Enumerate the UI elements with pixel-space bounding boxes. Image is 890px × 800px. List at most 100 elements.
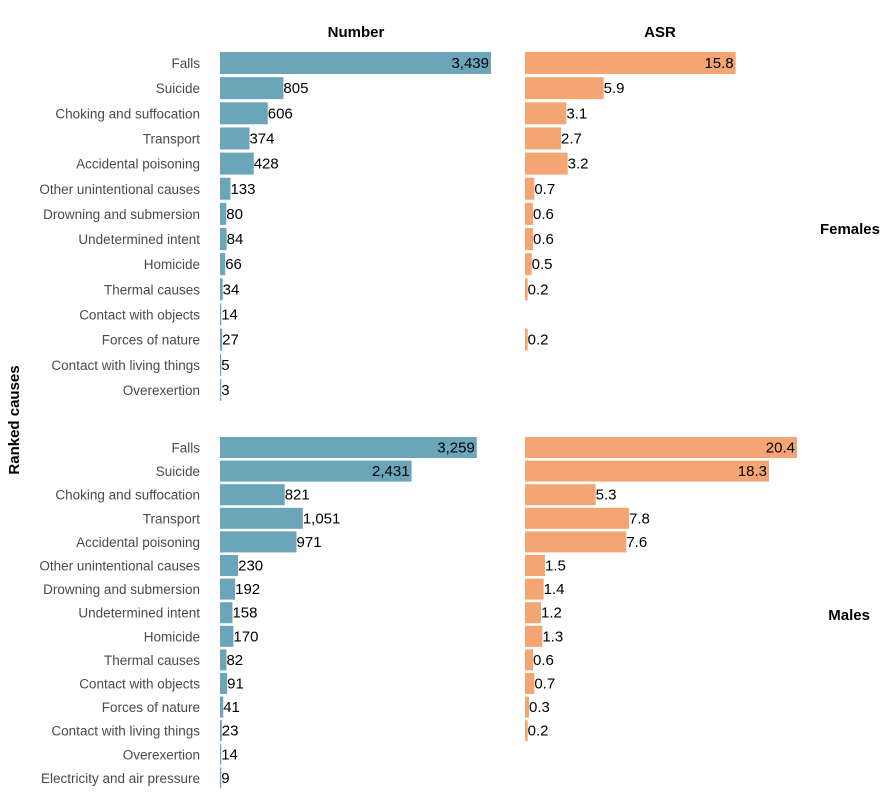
asr-bar-females-other-unintentional-causes — [525, 177, 535, 200]
asr-bar-males-contact-with-objects — [525, 673, 535, 694]
category-label-males-suicide: Suicide — [156, 464, 200, 479]
number-label-females-forces-of-nature: 27 — [222, 332, 239, 349]
asr-bar-males-suicide — [525, 460, 769, 482]
number-label-males-overexertion: 14 — [221, 746, 238, 763]
asr-bar-males-choking-and-suffocation — [525, 484, 596, 506]
number-bar-males-homicide — [220, 625, 234, 647]
category-label-females-other-unintentional-causes: Other unintentional causes — [39, 182, 200, 197]
asr-bar-males-undetermined-intent — [525, 602, 541, 624]
category-label-males-forces-of-nature: Forces of nature — [102, 700, 200, 715]
asr-bar-males-transport — [525, 507, 629, 529]
number-label-females-thermal-causes: 34 — [223, 281, 240, 298]
number-bar-females-contact-with-objects — [220, 303, 222, 326]
facet-label-females: Females — [820, 221, 880, 238]
asr-label-males-thermal-causes: 0.6 — [533, 652, 554, 669]
category-label-males-contact-with-living-things: Contact with living things — [51, 724, 200, 739]
category-label-males-other-unintentional-causes: Other unintentional causes — [39, 559, 200, 574]
asr-label-females-homicide: 0.5 — [532, 256, 553, 273]
category-label-males-accidental-poisoning: Accidental poisoning — [76, 535, 200, 550]
number-label-males-falls: 3,259 — [437, 440, 475, 457]
asr-label-females-suicide: 5.9 — [604, 80, 625, 97]
asr-label-males-suicide: 18.3 — [738, 463, 767, 480]
y-axis-label: Ranked causes — [6, 365, 23, 474]
asr-label-females-choking-and-suffocation: 3.1 — [566, 105, 587, 122]
asr-label-males-homicide: 1.3 — [542, 628, 563, 645]
number-bar-males-contact-with-objects — [220, 673, 228, 694]
number-bar-females-homicide — [220, 253, 226, 276]
category-label-males-thermal-causes: Thermal causes — [104, 653, 200, 668]
asr-label-males-undetermined-intent: 1.2 — [541, 605, 562, 622]
category-label-males-choking-and-suffocation: Choking and suffocation — [55, 488, 200, 503]
category-label-males-overexertion: Overexertion — [123, 747, 200, 762]
number-bar-males-overexertion — [220, 743, 222, 765]
category-label-females-homicide: Homicide — [144, 257, 200, 272]
number-label-females-undetermined-intent: 84 — [227, 231, 244, 248]
asr-label-males-falls: 20.4 — [766, 440, 795, 457]
asr-bar-females-transport — [525, 127, 561, 150]
asr-bar-females-falls — [525, 52, 736, 74]
number-bar-males-other-unintentional-causes — [220, 555, 239, 576]
category-label-males-falls: Falls — [171, 441, 200, 456]
category-label-females-suicide: Suicide — [156, 81, 200, 96]
number-label-females-falls: 3,439 — [451, 55, 489, 72]
number-label-males-thermal-causes: 82 — [226, 652, 243, 669]
asr-bar-females-thermal-causes — [525, 278, 528, 301]
number-bar-females-contact-with-living-things — [220, 353, 222, 376]
number-label-females-transport: 374 — [249, 130, 274, 147]
category-label-females-choking-and-suffocation: Choking and suffocation — [55, 106, 200, 121]
number-bar-females-drowning-and-submersion — [220, 202, 227, 225]
asr-bar-females-accidental-poisoning — [525, 152, 568, 175]
asr-bar-males-falls — [525, 437, 797, 458]
asr-label-females-thermal-causes: 0.2 — [528, 281, 549, 298]
category-label-females-overexertion: Overexertion — [123, 383, 200, 398]
asr-bar-males-drowning-and-submersion — [525, 578, 544, 600]
category-label-males-drowning-and-submersion: Drowning and submersion — [43, 582, 200, 597]
number-label-males-forces-of-nature: 41 — [223, 699, 240, 716]
number-bar-males-accidental-poisoning — [220, 531, 297, 553]
number-label-males-transport: 1,051 — [303, 510, 341, 527]
number-label-females-homicide: 66 — [225, 256, 242, 273]
asr-label-males-other-unintentional-causes: 1.5 — [545, 558, 566, 575]
number-label-females-overexertion: 3 — [221, 382, 229, 399]
chart-marks: Falls 3,439 15.8 Suicide 805 5.9 Choking and s… — [39, 52, 797, 789]
asr-label-females-falls: 15.8 — [704, 55, 733, 72]
asr-bar-males-forces-of-nature — [525, 696, 529, 718]
asr-bar-females-suicide — [525, 77, 604, 100]
number-label-males-accidental-poisoning: 971 — [297, 534, 322, 551]
category-label-females-drowning-and-submersion: Drowning and submersion — [43, 207, 200, 222]
number-label-males-other-unintentional-causes: 230 — [238, 558, 263, 575]
asr-label-males-contact-with-living-things: 0.2 — [528, 723, 549, 740]
number-bar-females-accidental-poisoning — [220, 152, 254, 175]
asr-bar-females-homicide — [525, 253, 532, 276]
number-label-females-suicide: 805 — [283, 80, 308, 97]
category-label-females-undetermined-intent: Undetermined intent — [78, 232, 200, 247]
number-bar-females-choking-and-suffocation — [220, 102, 268, 125]
category-label-males-transport: Transport — [143, 511, 201, 526]
number-bar-females-undetermined-intent — [220, 228, 227, 251]
asr-bar-females-choking-and-suffocation — [525, 102, 567, 125]
asr-label-females-accidental-poisoning: 3.2 — [568, 156, 589, 173]
column-header-number: Number — [328, 24, 385, 41]
category-label-males-homicide: Homicide — [144, 629, 200, 644]
number-bar-males-suicide — [220, 460, 412, 482]
asr-bar-males-contact-with-living-things — [525, 720, 528, 742]
number-label-males-contact-with-objects: 91 — [227, 676, 244, 693]
category-label-females-accidental-poisoning: Accidental poisoning — [76, 157, 200, 172]
number-bar-males-drowning-and-submersion — [220, 578, 236, 600]
number-bar-males-falls — [220, 437, 477, 458]
asr-label-females-forces-of-nature: 0.2 — [528, 332, 549, 349]
asr-label-females-drowning-and-submersion: 0.6 — [533, 206, 554, 223]
asr-label-females-transport: 2.7 — [561, 130, 582, 147]
asr-label-males-contact-with-objects: 0.7 — [534, 676, 555, 693]
asr-label-males-drowning-and-submersion: 1.4 — [544, 581, 565, 598]
asr-bar-females-drowning-and-submersion — [525, 202, 533, 225]
number-bar-males-transport — [220, 507, 303, 529]
number-label-females-other-unintentional-causes: 133 — [230, 181, 255, 198]
asr-bar-females-forces-of-nature — [525, 328, 528, 351]
category-label-females-transport: Transport — [143, 131, 201, 146]
number-bar-males-contact-with-living-things — [220, 720, 222, 742]
number-bar-females-forces-of-nature — [220, 328, 223, 351]
asr-bar-males-thermal-causes — [525, 649, 533, 671]
category-label-males-contact-with-objects: Contact with objects — [79, 677, 200, 692]
number-bar-males-thermal-causes — [220, 649, 227, 671]
